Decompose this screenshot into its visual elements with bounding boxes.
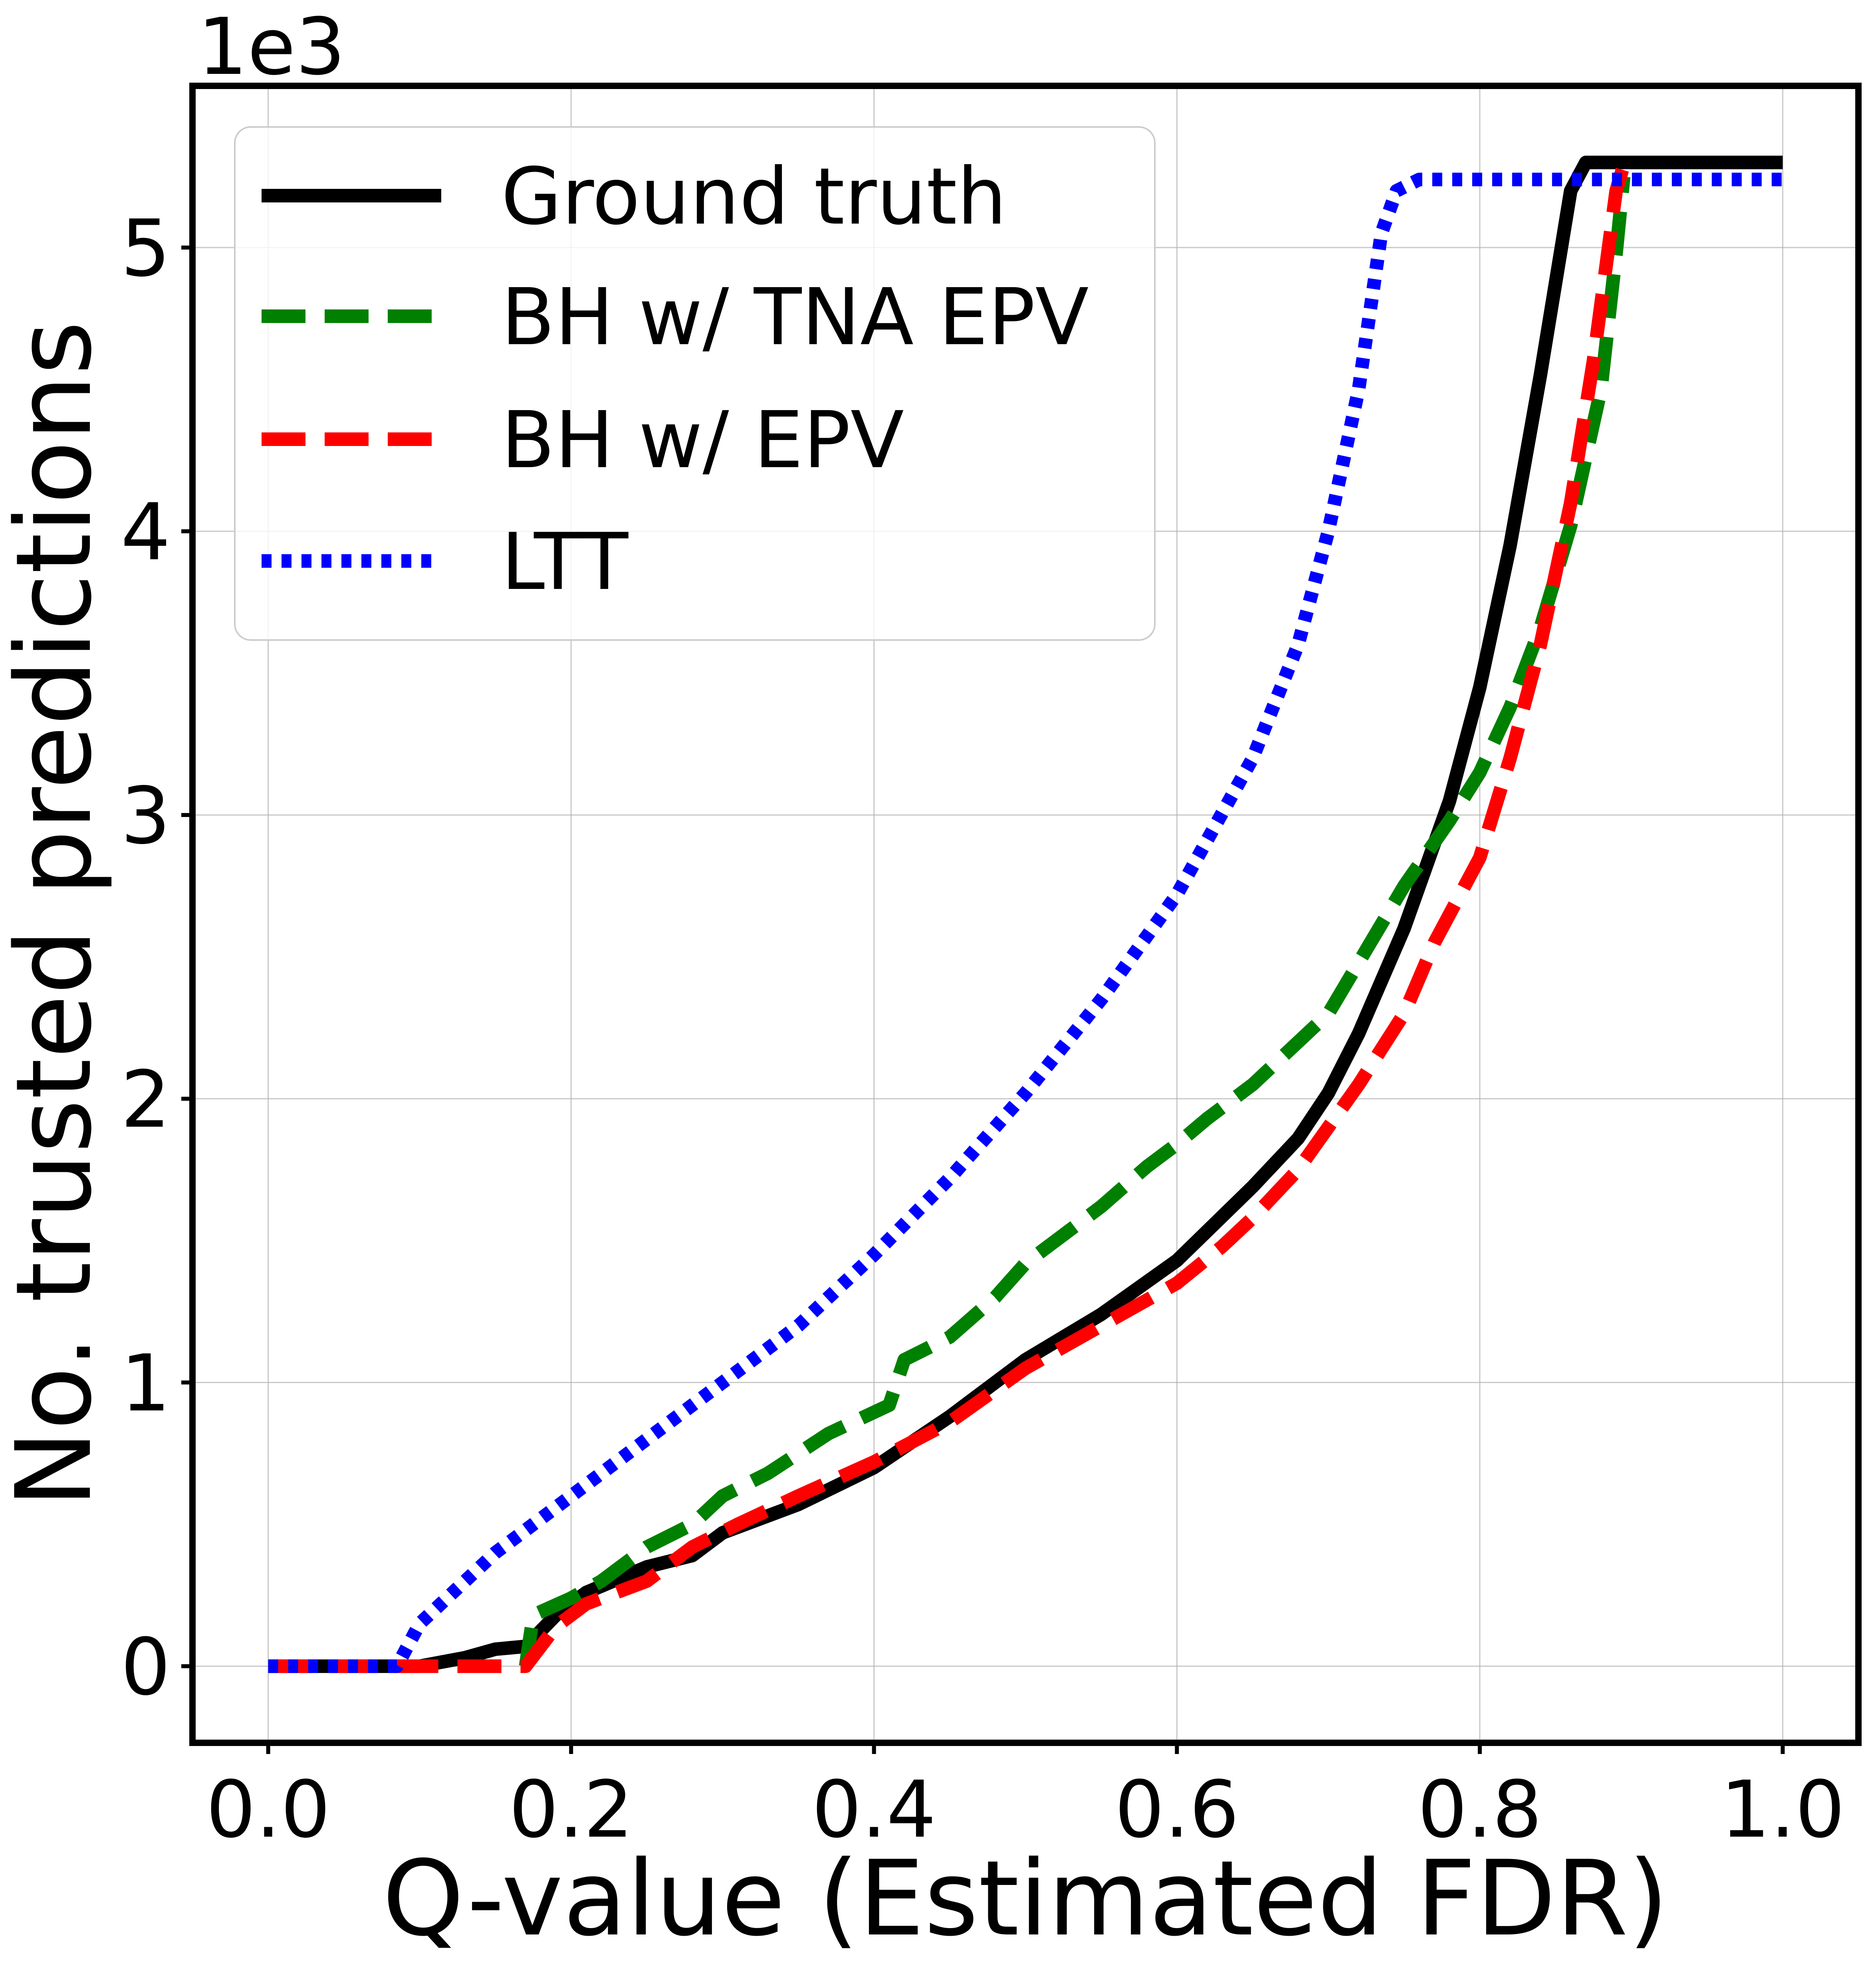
legend: Ground truth BH w/ TNA EPV BH w/ EPV LTT: [234, 126, 1156, 641]
y-axis-multiplier: 1e3: [198, 2, 345, 93]
series-line-bh-w-tna-epv: [268, 176, 1631, 1673]
legend-label-bh-w-tna-epv: BH w/ TNA EPV: [501, 272, 1089, 363]
y-tick-label: 2: [121, 1054, 171, 1146]
legend-box: [234, 126, 1156, 641]
y-tick-label: 3: [121, 771, 171, 862]
x-axis-label: Q-value (Estimated FDR): [383, 1839, 1669, 1959]
plot-frame: [189, 83, 1862, 1746]
x-tick-label: 1.0: [1721, 1764, 1845, 1855]
x-axis-ticks: 0.0 0.2 0.4 0.6 0.8 1.0: [206, 1743, 1845, 1855]
legend-label-ltt: LTT: [501, 517, 629, 608]
x-tick-label: 0.0: [206, 1764, 331, 1855]
legend-label-ground-truth: Ground truth: [501, 151, 1007, 242]
y-axis-ticks: 0 1 2 3 4 5: [121, 203, 192, 1713]
series-line-bh-w-epv: [268, 163, 1630, 1673]
y-tick-label: 1: [121, 1338, 171, 1429]
x-tick-label: 0.8: [1418, 1764, 1542, 1855]
series-line-ltt: [268, 172, 1783, 1673]
y-tick-label: 0: [121, 1622, 171, 1713]
legend-label-bh-w-epv: BH w/ EPV: [501, 395, 904, 486]
y-tick-label: 4: [121, 487, 171, 578]
series-line-ground-truth: [268, 155, 1783, 1673]
x-tick-label: 0.2: [509, 1764, 633, 1855]
x-tick-label: 0.6: [1114, 1764, 1239, 1855]
x-tick-label: 0.4: [812, 1764, 936, 1855]
y-axis-label: No. trusted predictions: [0, 321, 115, 1508]
y-tick-label: 5: [121, 203, 171, 294]
plot-series: [268, 155, 1783, 1673]
